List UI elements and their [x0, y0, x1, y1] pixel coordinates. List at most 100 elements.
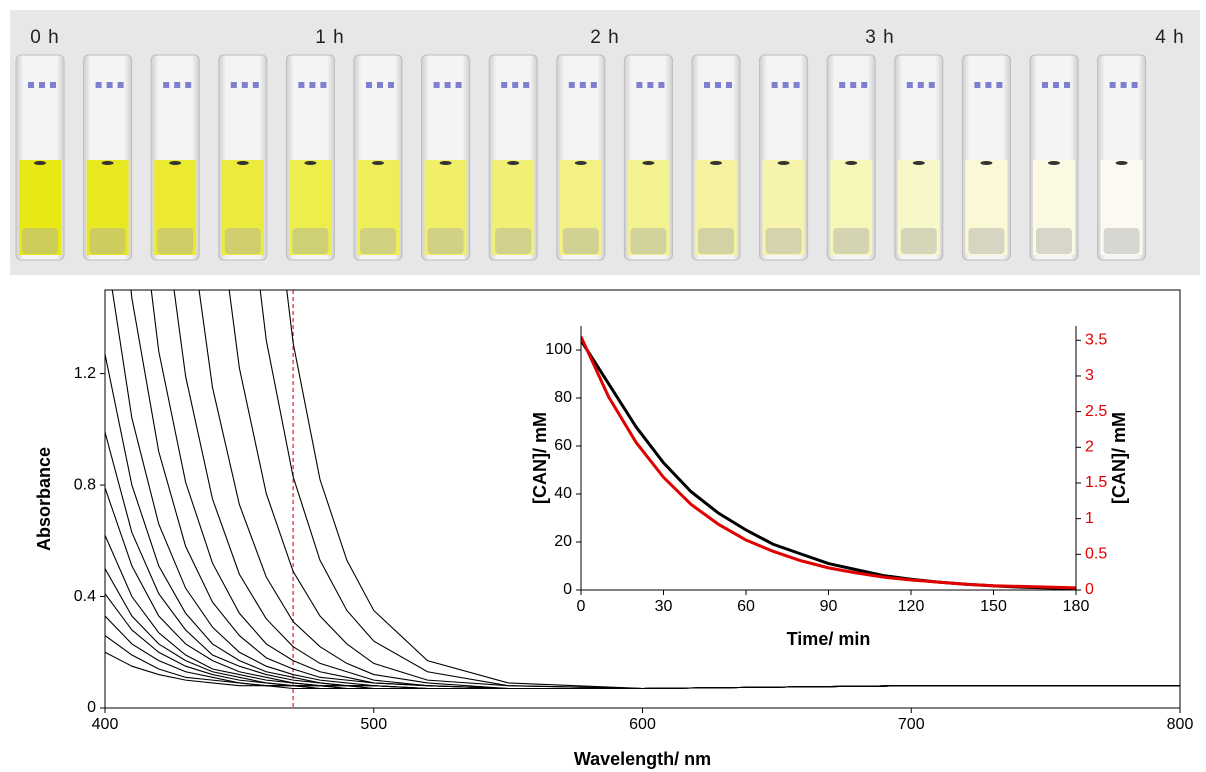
cuvette-base — [427, 228, 464, 254]
logo — [366, 82, 372, 88]
logo — [252, 82, 259, 88]
meniscus — [507, 161, 520, 165]
y-tick-label: 100 — [545, 341, 572, 358]
x-tick-label: 120 — [898, 598, 925, 615]
logo — [704, 82, 710, 88]
y2-tick-label: 0 — [1085, 581, 1094, 598]
meniscus — [304, 161, 317, 165]
cuvette-base — [765, 228, 802, 254]
solution — [357, 160, 399, 255]
y-tick-label: 0.8 — [74, 476, 96, 493]
cuvette-base — [1036, 228, 1072, 254]
logo — [174, 82, 181, 88]
meniscus — [980, 161, 993, 165]
y2-tick-label: 2.5 — [1085, 403, 1107, 420]
photo-label: 0 h — [30, 27, 59, 48]
cuvette-base — [562, 228, 599, 254]
logo — [320, 82, 327, 88]
solution — [965, 160, 1008, 255]
logo — [726, 82, 732, 88]
meniscus — [439, 161, 452, 165]
meniscus — [845, 161, 858, 165]
logo — [996, 82, 1003, 88]
x-tick-label: 0 — [577, 598, 586, 615]
cuvette-photo: 0 h 1 h 2 h 3 h 4 h — [15, 27, 1184, 261]
logo — [241, 82, 248, 88]
data-line — [259, 290, 1180, 690]
x-tick-label: 800 — [1167, 716, 1194, 733]
y-tick-label: 80 — [554, 389, 572, 406]
logo — [1042, 82, 1048, 88]
x-tick-label: 60 — [737, 598, 755, 615]
logo — [512, 82, 519, 88]
cuvette-base — [698, 228, 734, 254]
logo — [636, 82, 643, 88]
logo — [28, 82, 34, 88]
inset-chart: 0 30 60 90 120 150 18002040608010000.511.522.5… — [530, 326, 1129, 649]
cuvette-base — [89, 228, 126, 254]
meniscus — [34, 161, 46, 165]
logo — [974, 82, 981, 88]
logo — [433, 82, 440, 88]
y-tick-label: 1.2 — [74, 365, 96, 382]
y-tick-label: 40 — [554, 485, 572, 502]
cuvette-base — [495, 228, 532, 254]
photo-label: 3 h — [865, 27, 894, 48]
x-axis-title: Time/ min — [787, 629, 871, 649]
logo — [501, 82, 508, 88]
meniscus — [777, 161, 790, 165]
logo — [377, 82, 383, 88]
y2-tick-label: 3 — [1085, 367, 1094, 384]
cuvette-base — [630, 228, 667, 254]
logo — [1120, 82, 1127, 88]
x-tick-label: 700 — [898, 716, 925, 733]
logo — [782, 82, 789, 88]
logo — [298, 82, 305, 88]
x-tick-label: 600 — [629, 716, 656, 733]
solution — [1033, 160, 1075, 255]
logo — [1053, 82, 1059, 88]
meniscus — [912, 161, 925, 165]
logo — [917, 82, 924, 88]
y2-axis-title: [CAN]/ mM — [1109, 412, 1129, 504]
logo — [444, 82, 451, 88]
x-tick-label: 400 — [92, 716, 119, 733]
solution — [86, 160, 129, 255]
y2-tick-label: 2 — [1085, 439, 1094, 456]
solution — [762, 160, 805, 255]
logo — [861, 82, 868, 88]
logo — [50, 82, 56, 88]
solution — [1100, 160, 1143, 255]
logo — [523, 82, 530, 88]
y-tick-label: 0 — [563, 581, 572, 598]
y-tick-label: 20 — [554, 533, 572, 550]
logo — [658, 82, 665, 88]
x-tick-label: 500 — [360, 716, 387, 733]
x-tick-label: 180 — [1063, 598, 1090, 615]
x-tick-label: 90 — [820, 598, 838, 615]
logo — [39, 82, 45, 88]
logo — [163, 82, 170, 88]
solution — [897, 160, 940, 255]
cuvette-base — [900, 228, 937, 254]
data-line — [286, 290, 1180, 690]
y-tick-label: 0 — [87, 699, 96, 716]
meniscus — [642, 161, 655, 165]
solution — [559, 160, 602, 255]
plot-frame — [104, 289, 1181, 709]
logo — [579, 82, 586, 88]
cuvette-base — [1103, 228, 1140, 254]
logo — [568, 82, 575, 88]
y-axis-title: Absorbance — [34, 447, 54, 551]
logo — [455, 82, 462, 88]
logo — [1064, 82, 1070, 88]
photo-label: 1 h — [315, 27, 344, 48]
y-axis-title: [CAN]/ mM — [530, 412, 550, 504]
solution — [424, 160, 467, 255]
logo — [388, 82, 394, 88]
logo — [309, 82, 316, 88]
meniscus — [1048, 161, 1060, 165]
logo — [117, 82, 124, 88]
